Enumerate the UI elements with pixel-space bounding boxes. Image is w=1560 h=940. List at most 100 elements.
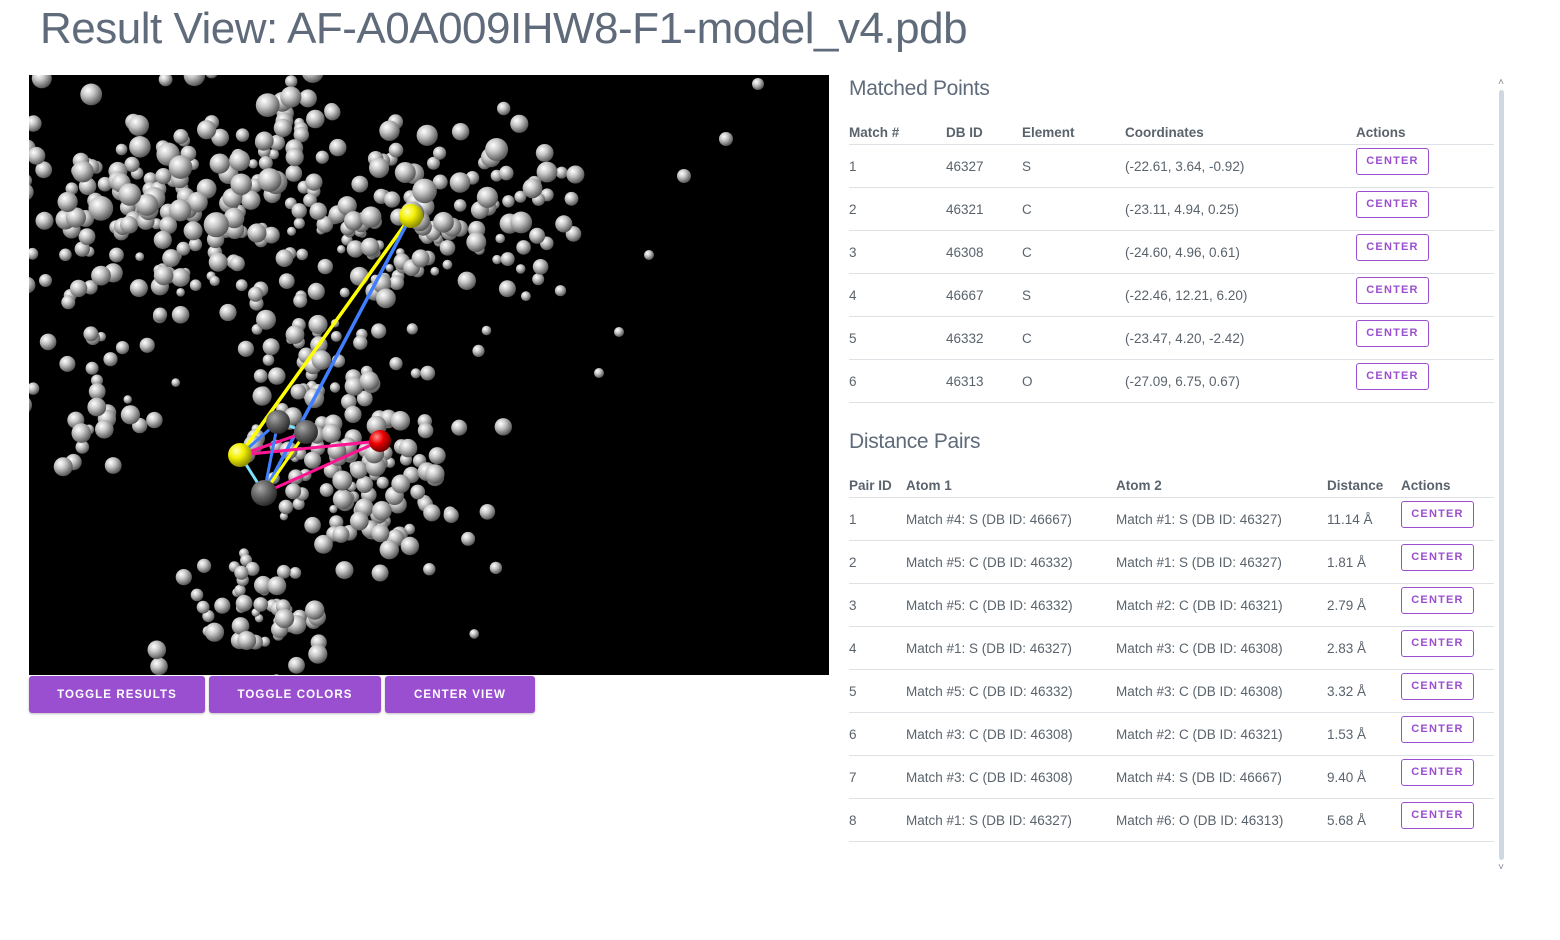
atom-sphere bbox=[566, 165, 585, 184]
atom-sphere bbox=[80, 83, 103, 106]
atom-sphere bbox=[274, 608, 295, 629]
atom-sphere bbox=[29, 175, 32, 187]
atom-sphere bbox=[235, 594, 253, 612]
matched-oxygen-atom bbox=[369, 430, 391, 452]
match-number: 6 bbox=[849, 359, 946, 403]
atom-sphere bbox=[104, 457, 122, 474]
atom-sphere bbox=[536, 161, 558, 183]
chevron-up-icon[interactable]: ˄ bbox=[1498, 77, 1504, 88]
db-id: 46327 bbox=[946, 144, 1022, 188]
col-distance: Distance bbox=[1327, 469, 1401, 498]
atom-sphere bbox=[644, 250, 654, 260]
center-pair-2-button[interactable]: Center bbox=[1401, 543, 1474, 571]
atom-sphere bbox=[423, 504, 441, 522]
atom-sphere bbox=[677, 169, 691, 183]
atom-sphere bbox=[69, 279, 88, 298]
atom-sphere bbox=[298, 89, 317, 108]
center-pair-5-button[interactable]: Center bbox=[1401, 672, 1474, 700]
atom-sphere bbox=[311, 350, 332, 370]
atom-sphere bbox=[388, 142, 404, 158]
atom-sphere bbox=[319, 483, 334, 497]
center-match-4-button[interactable]: Center bbox=[1356, 276, 1429, 304]
center-pair-3-button[interactable]: Center bbox=[1401, 586, 1474, 614]
results-panel[interactable]: Matched Points Match # DB ID Element Coo… bbox=[849, 76, 1494, 866]
center-match-1-button[interactable]: Center bbox=[1356, 147, 1429, 175]
results-scrollbar[interactable]: ˄ ˅ bbox=[1496, 78, 1506, 874]
atom-sphere bbox=[71, 423, 92, 443]
atom-sphere bbox=[257, 168, 282, 192]
atom-sphere bbox=[143, 172, 158, 186]
atom-sphere bbox=[150, 657, 168, 675]
pair-id: 6 bbox=[849, 712, 906, 756]
atom-sphere bbox=[268, 149, 279, 160]
atom-sphere bbox=[267, 576, 287, 596]
atom-sphere bbox=[502, 195, 515, 208]
center-pair-8-button[interactable]: Center bbox=[1401, 801, 1474, 829]
atom-sphere bbox=[433, 211, 454, 233]
atom-sphere bbox=[510, 114, 529, 133]
element: O bbox=[1022, 359, 1125, 403]
col-actions: Actions bbox=[1401, 469, 1494, 498]
center-match-6-button[interactable]: Center bbox=[1356, 362, 1429, 390]
atom-sphere bbox=[346, 240, 365, 258]
center-match-3-button[interactable]: Center bbox=[1356, 233, 1429, 261]
db-id: 46332 bbox=[946, 316, 1022, 360]
atom-sphere bbox=[529, 227, 546, 244]
center-match-5-button[interactable]: Center bbox=[1356, 319, 1429, 347]
atom-sphere bbox=[303, 193, 317, 208]
atom-sphere bbox=[494, 418, 512, 436]
atom-1: Match #4: S (DB ID: 46667) bbox=[906, 497, 1116, 541]
pair-id: 4 bbox=[849, 626, 906, 670]
atom-sphere bbox=[499, 165, 514, 181]
center-pair-4-button[interactable]: Center bbox=[1401, 629, 1474, 657]
atom-sphere bbox=[410, 368, 421, 379]
pair-id: 7 bbox=[849, 755, 906, 799]
element: S bbox=[1022, 144, 1125, 188]
pair-id: 1 bbox=[849, 497, 906, 541]
col-coordinates: Coordinates bbox=[1125, 116, 1356, 145]
atom-sphere bbox=[115, 341, 130, 355]
center-pair-1-button[interactable]: Center bbox=[1401, 500, 1474, 528]
atom-sphere bbox=[344, 376, 364, 396]
molecule-canvas[interactable] bbox=[29, 75, 829, 675]
atom-sphere bbox=[329, 138, 347, 157]
atom-2: Match #3: C (DB ID: 46308) bbox=[1116, 669, 1327, 713]
center-pair-6-button[interactable]: Center bbox=[1401, 715, 1474, 743]
molecule-viewer[interactable] bbox=[29, 75, 829, 675]
atom-sphere bbox=[289, 567, 302, 579]
atom-sphere bbox=[153, 230, 172, 249]
table-row: 6 46313 O (-27.09, 6.75, 0.67) Center bbox=[849, 359, 1494, 403]
atom-2: Match #2: C (DB ID: 46321) bbox=[1116, 583, 1327, 627]
atom-sphere bbox=[162, 249, 181, 268]
match-number: 1 bbox=[849, 144, 946, 188]
atom-sphere bbox=[248, 286, 264, 302]
atom-sphere bbox=[285, 165, 303, 182]
atom-sphere bbox=[275, 249, 294, 267]
chevron-down-icon[interactable]: ˅ bbox=[1498, 862, 1504, 873]
atom-sphere bbox=[273, 674, 280, 675]
matched-points-title: Matched Points bbox=[849, 77, 990, 100]
atom-sphere bbox=[304, 516, 321, 534]
atom-sphere bbox=[379, 120, 400, 141]
atom-sphere bbox=[255, 131, 274, 151]
matched-atoms[interactable] bbox=[228, 204, 423, 506]
center-view-button[interactable]: Center View bbox=[385, 676, 535, 713]
toggle-colors-button[interactable]: Toggle Colors bbox=[209, 676, 381, 713]
atom-sphere bbox=[332, 489, 353, 510]
atom-sphere bbox=[384, 191, 401, 208]
center-match-2-button[interactable]: Center bbox=[1356, 190, 1429, 218]
atom-sphere bbox=[479, 504, 496, 520]
atom-sphere bbox=[35, 211, 54, 230]
db-id: 46667 bbox=[946, 273, 1022, 317]
atom-sphere bbox=[302, 75, 324, 83]
atom-sphere bbox=[412, 178, 437, 204]
element: C bbox=[1022, 316, 1125, 360]
col-atom-1: Atom 1 bbox=[906, 469, 1116, 498]
atom-sphere bbox=[385, 264, 394, 272]
atom-sphere bbox=[427, 156, 440, 170]
center-pair-7-button[interactable]: Center bbox=[1401, 758, 1474, 786]
toggle-results-button[interactable]: Toggle Results bbox=[29, 676, 205, 713]
scrollbar-thumb[interactable] bbox=[1499, 90, 1504, 860]
atom-sphere bbox=[369, 157, 390, 178]
atom-sphere bbox=[245, 561, 260, 576]
